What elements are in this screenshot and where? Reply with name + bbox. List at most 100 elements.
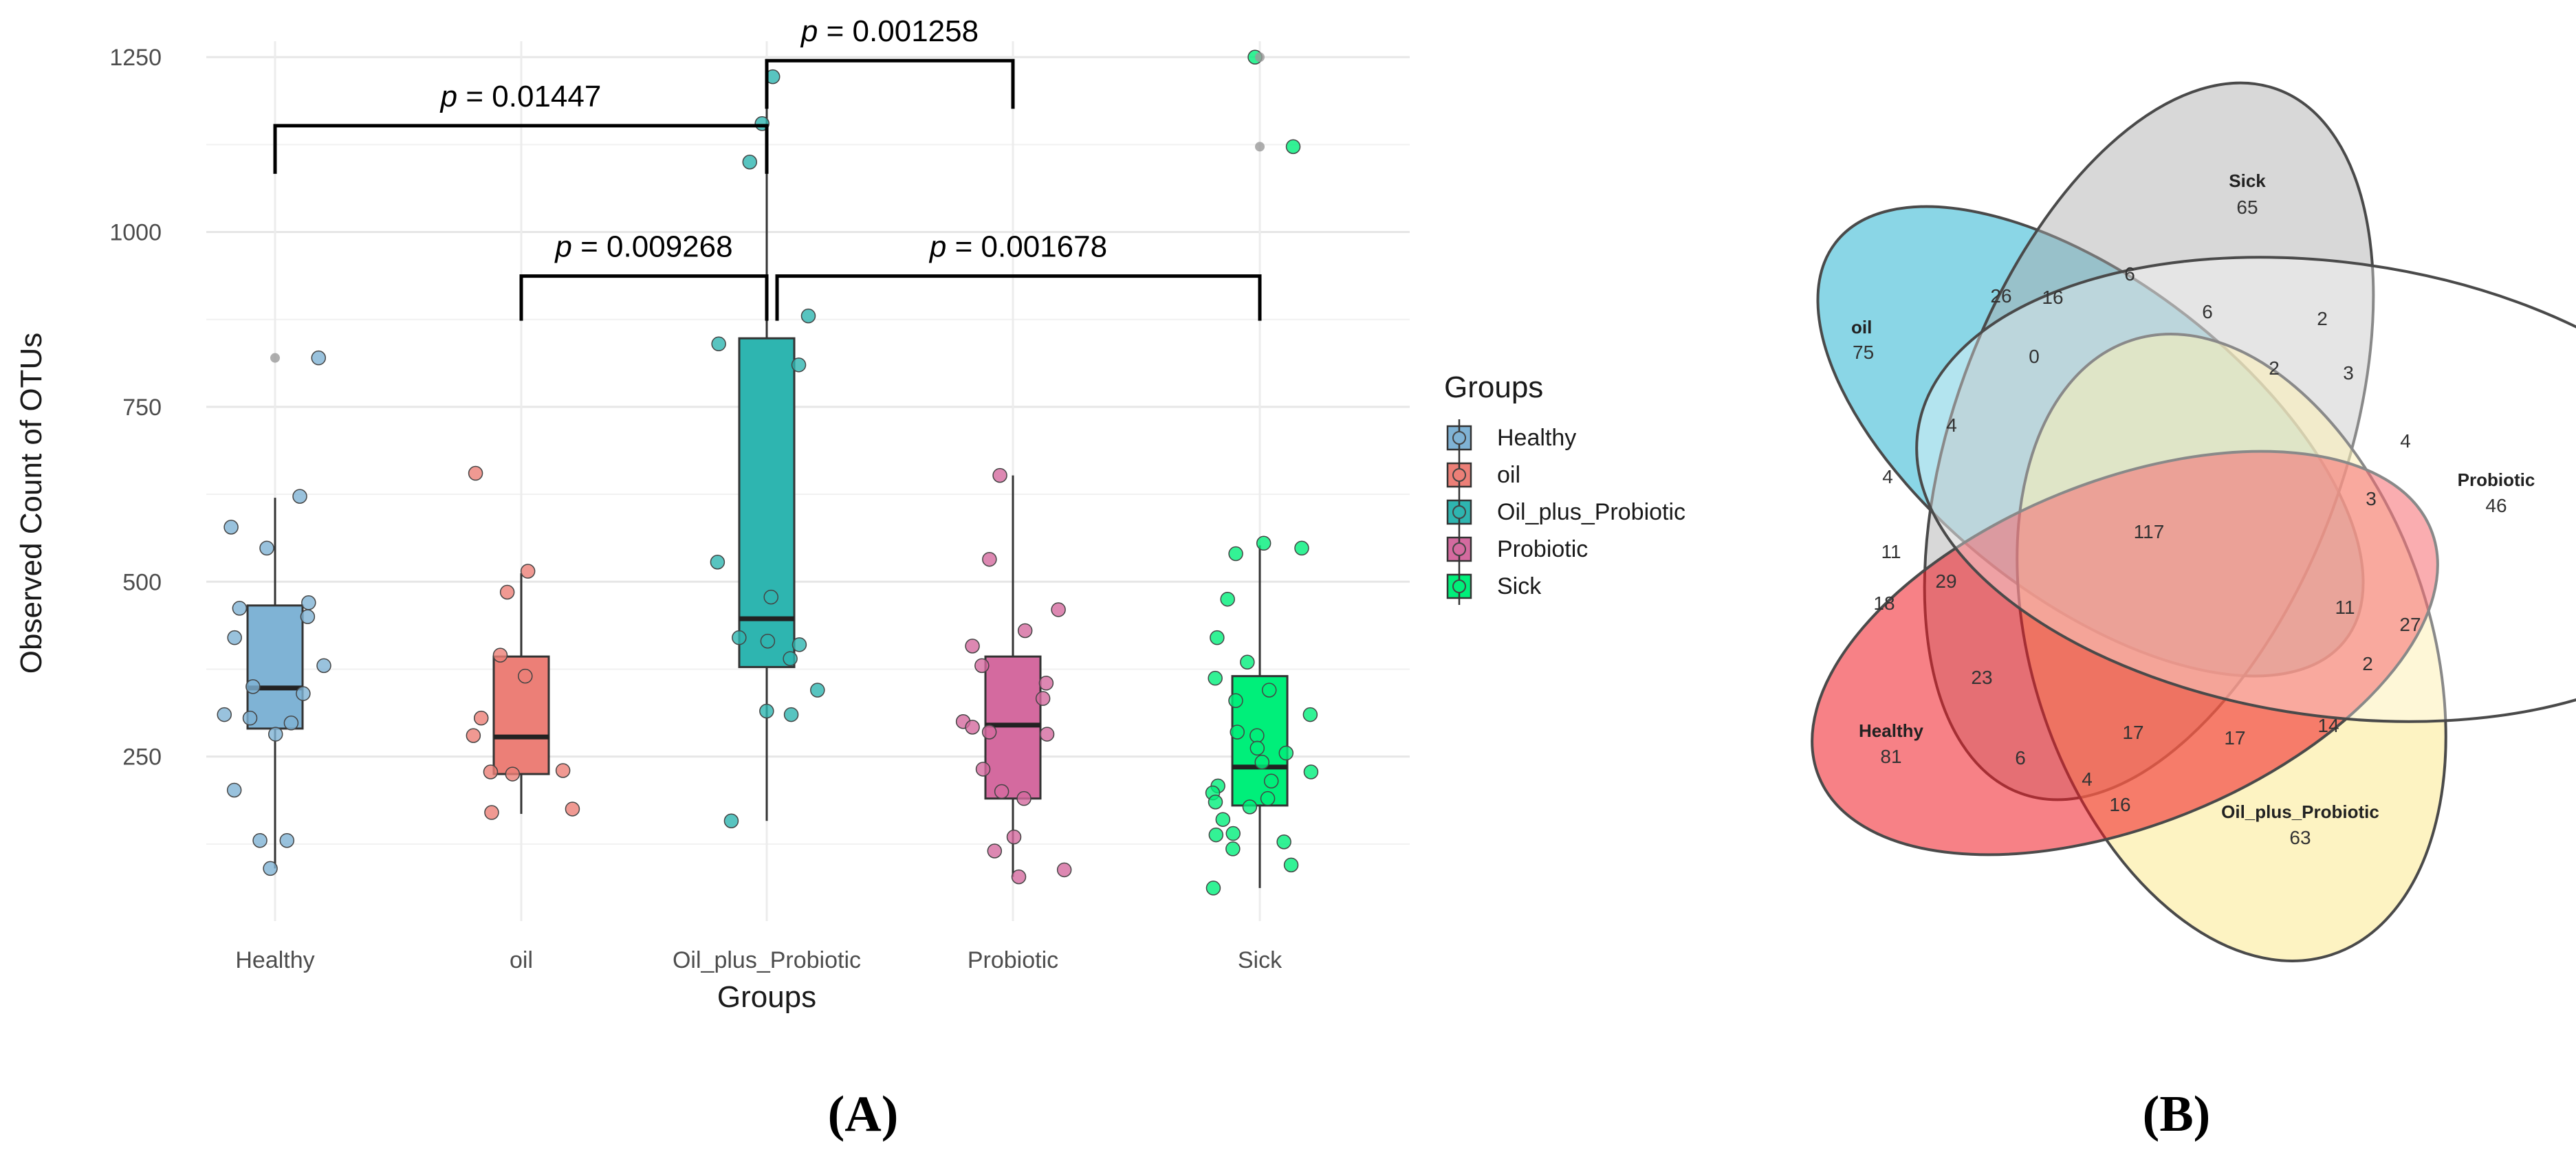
x-axis-title: Groups bbox=[717, 980, 816, 1014]
data-point bbox=[992, 467, 1007, 483]
venn-intersection: 23 bbox=[1971, 667, 1992, 688]
data-point bbox=[1225, 826, 1241, 841]
data-point bbox=[994, 784, 1009, 799]
data-point bbox=[1016, 790, 1032, 806]
data-point bbox=[974, 658, 990, 674]
venn-intersection: 14 bbox=[2317, 715, 2339, 736]
outlier-point bbox=[270, 353, 280, 363]
data-point bbox=[499, 584, 515, 600]
venn-intersection: 117 bbox=[2134, 521, 2165, 542]
data-point bbox=[292, 489, 307, 504]
data-point bbox=[723, 813, 739, 828]
venn-intersection: 6 bbox=[2124, 263, 2135, 285]
venn-ellipse-healthy bbox=[1811, 450, 2439, 856]
venn-intersection: 4 bbox=[2400, 430, 2411, 452]
y-axis-title: Observed Count of OTUs bbox=[14, 333, 48, 674]
data-point bbox=[791, 357, 807, 373]
data-point bbox=[1051, 602, 1066, 617]
data-point bbox=[1220, 591, 1235, 607]
data-point bbox=[505, 766, 521, 782]
data-point bbox=[1017, 623, 1033, 639]
y-tick-label: 1250 bbox=[109, 45, 162, 71]
data-point bbox=[466, 728, 481, 743]
significance-bracket bbox=[273, 124, 769, 174]
venn-intersection: 4 bbox=[2082, 768, 2093, 790]
significance-bracket bbox=[775, 274, 1262, 321]
data-point bbox=[1038, 676, 1054, 691]
data-point bbox=[259, 540, 274, 556]
p-value-label: p = 0.009268 bbox=[554, 230, 732, 264]
venn-intersection: 2 bbox=[2362, 653, 2373, 674]
significance-bracket bbox=[765, 58, 1015, 109]
panel-label-b: (B) bbox=[2143, 1086, 2211, 1142]
venn-intersection: 16 bbox=[2042, 287, 2063, 308]
data-point bbox=[981, 725, 997, 740]
data-point bbox=[1035, 691, 1051, 706]
data-point bbox=[484, 805, 499, 820]
legend-label: Healthy bbox=[1497, 425, 1576, 451]
data-point bbox=[742, 155, 758, 170]
data-point bbox=[763, 589, 778, 605]
venn-unique-oil-plus-probiotic: 63 bbox=[2289, 827, 2311, 848]
venn-intersection: 18 bbox=[1873, 593, 1895, 614]
data-point bbox=[783, 651, 798, 666]
data-point bbox=[760, 633, 776, 649]
data-point bbox=[975, 762, 991, 777]
data-point bbox=[783, 707, 799, 722]
data-point bbox=[565, 801, 580, 817]
venn-intersection: 27 bbox=[2399, 614, 2421, 635]
venn-unique-probiotic: 46 bbox=[2485, 495, 2507, 516]
legend-label: Oil_plus_Probiotic bbox=[1497, 499, 1685, 525]
data-point bbox=[1208, 795, 1223, 810]
data-point bbox=[483, 764, 499, 779]
data-point bbox=[1006, 829, 1022, 845]
data-point bbox=[1039, 727, 1055, 742]
data-point bbox=[1208, 670, 1223, 686]
data-point bbox=[1240, 654, 1255, 670]
data-point bbox=[1011, 869, 1027, 885]
p-value-label: p = 0.001258 bbox=[800, 14, 979, 48]
data-point bbox=[1205, 881, 1221, 896]
venn-intersection: 11 bbox=[2335, 597, 2355, 618]
venn-intersection: 29 bbox=[1935, 571, 1956, 592]
data-point bbox=[1261, 683, 1277, 698]
legend-label: Probiotic bbox=[1497, 536, 1588, 562]
data-point bbox=[1294, 540, 1309, 556]
venn-unique-oil: 75 bbox=[1853, 342, 1874, 363]
data-point bbox=[1056, 862, 1072, 878]
x-tick-label: Sick bbox=[1238, 947, 1282, 973]
data-point bbox=[1285, 139, 1301, 155]
x-tick-label: Probiotic bbox=[968, 947, 1058, 973]
box bbox=[246, 604, 304, 730]
venn-intersection: 17 bbox=[2122, 722, 2143, 743]
data-point bbox=[1249, 740, 1265, 756]
axis-ticks: 250 500 750 1000 1250 Healthy oil Oil_plus_Prob… bbox=[109, 45, 1282, 973]
box bbox=[738, 337, 796, 668]
data-point bbox=[965, 639, 980, 654]
data-point bbox=[1302, 707, 1318, 722]
data-point bbox=[1278, 745, 1294, 761]
legend-swatch-point bbox=[1452, 579, 1466, 593]
venn-set-sick: Sick bbox=[2229, 170, 2266, 191]
data-point bbox=[555, 763, 571, 778]
p-value-label: p = 0.01447 bbox=[439, 80, 602, 113]
venn-diagram bbox=[1811, 81, 2576, 962]
significance-bracket bbox=[519, 274, 769, 321]
data-point bbox=[217, 707, 232, 722]
data-point bbox=[283, 716, 299, 731]
data-point bbox=[226, 782, 242, 798]
venn-set-healthy: Healthy bbox=[1859, 720, 1923, 741]
data-point bbox=[1228, 546, 1243, 562]
data-point bbox=[1254, 755, 1269, 770]
legend-label: Sick bbox=[1497, 573, 1542, 599]
data-point bbox=[1215, 812, 1231, 827]
venn-labels: oil 75 Sick 65 Probiotic 46 Oil_plus_Pro… bbox=[1851, 170, 2535, 848]
data-point bbox=[518, 668, 533, 684]
x-tick-label: Healthy bbox=[235, 947, 314, 973]
data-point bbox=[296, 686, 311, 701]
data-point bbox=[1260, 790, 1276, 806]
legend: Groups Healthy oil Oil_plus_Probiotic Probi… bbox=[1444, 371, 1685, 605]
venn-intersection: 3 bbox=[2366, 488, 2377, 509]
venn-intersection: 0 bbox=[2029, 346, 2040, 367]
